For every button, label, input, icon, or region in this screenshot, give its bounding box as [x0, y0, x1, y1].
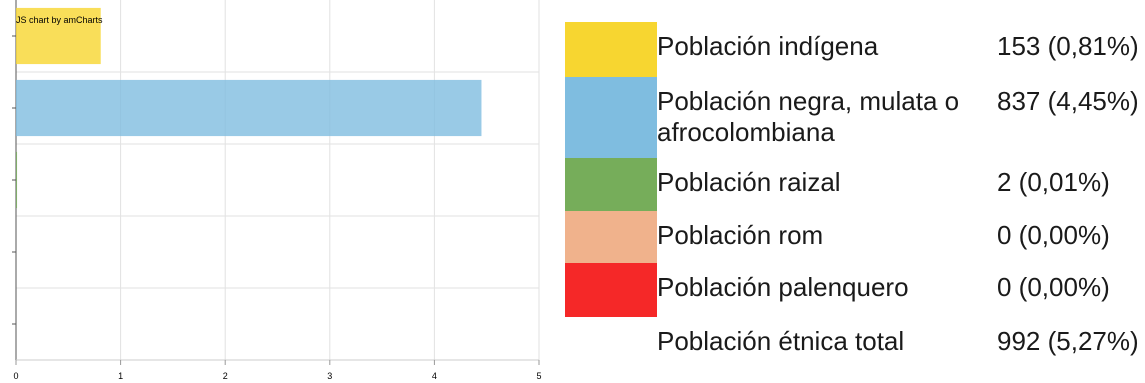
- bar-chart: 0 1 2 3 4 5 JS chart by amCharts: [12, 0, 542, 381]
- legend-value: 2 (0,01%): [997, 167, 1110, 197]
- legend-swatch: [565, 77, 657, 158]
- legend-swatch: [565, 22, 657, 77]
- legend-item-raizal: Población raizal 2 (0,01%): [565, 158, 1145, 211]
- x-tick-label: 5: [536, 371, 541, 381]
- x-tick-label: 3: [327, 371, 332, 381]
- legend-label: Población indígena: [657, 31, 879, 61]
- legend-label: Población raizal: [657, 167, 841, 197]
- legend-item-rom: Población rom 0 (0,00%): [565, 211, 1145, 263]
- legend-value: 153 (0,81%): [997, 31, 1139, 61]
- bar-3[interactable]: [16, 151, 18, 209]
- legend-swatch: [565, 158, 657, 211]
- legend: Población indígena 153 (0,81%) Población…: [565, 22, 1145, 369]
- amcharts-credit[interactable]: JS chart by amCharts: [16, 15, 103, 25]
- legend-value: 0 (0,00%): [997, 272, 1110, 302]
- legend-item-palenquero: Población palenquero 0 (0,00%): [565, 263, 1145, 317]
- chart-bars: [16, 7, 482, 209]
- legend-label: Población negra, mulata o afrocolombiana: [657, 86, 960, 147]
- legend-value: 0 (0,00%): [997, 220, 1110, 250]
- x-tick-label: 0: [13, 371, 18, 381]
- legend-swatch: [565, 263, 657, 317]
- legend-total-value: 992 (5,27%): [997, 326, 1139, 356]
- bar-1[interactable]: [16, 7, 101, 65]
- legend-total-spacer: [565, 317, 657, 369]
- legend-value: 837 (4,45%): [997, 86, 1139, 116]
- legend-swatch: [565, 211, 657, 263]
- legend-label: Población palenquero: [657, 272, 909, 302]
- legend-total-row: Población étnica total 992 (5,27%): [565, 317, 1145, 369]
- bar-2[interactable]: [16, 79, 482, 137]
- legend-item-negra: Población negra, mulata o afrocolombiana…: [565, 77, 1145, 158]
- x-tick-label: 4: [432, 371, 437, 381]
- x-tick-label: 1: [118, 371, 123, 381]
- x-axis-ticks: 0 1 2 3 4 5: [12, 35, 542, 381]
- legend-item-indigena: Población indígena 153 (0,81%): [565, 22, 1145, 77]
- legend-total-label: Población étnica total: [657, 326, 905, 356]
- x-tick-label: 2: [223, 371, 228, 381]
- legend-label: Población rom: [657, 220, 824, 250]
